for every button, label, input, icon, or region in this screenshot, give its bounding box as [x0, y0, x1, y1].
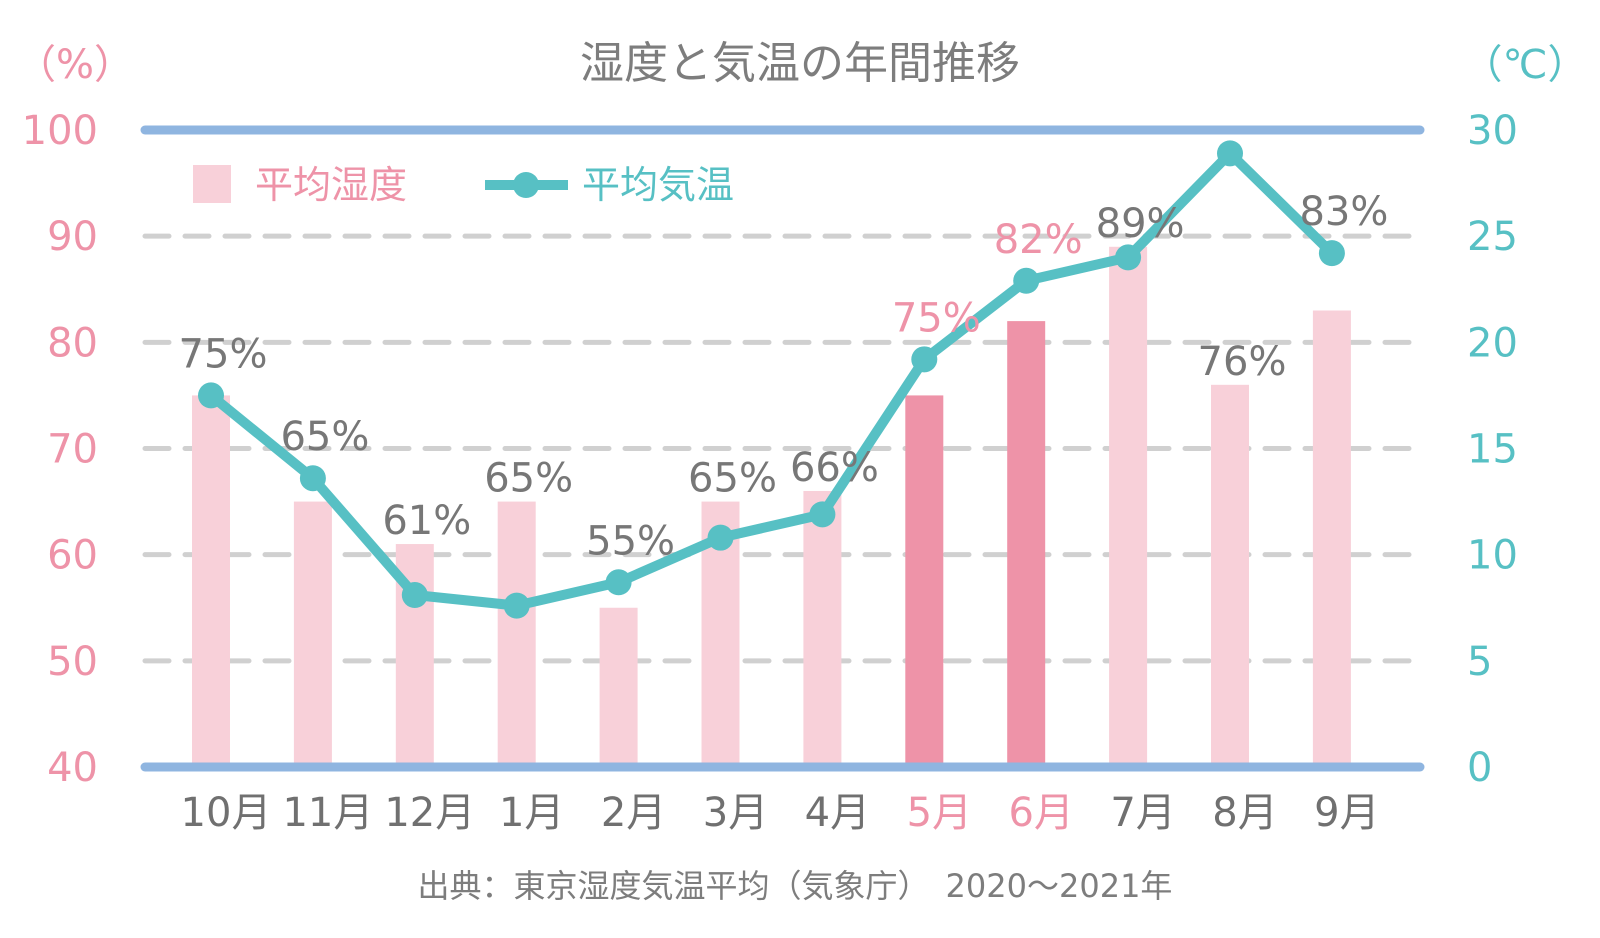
- temperature-point-5: [605, 569, 632, 596]
- humidity-data-label-10: 89%: [1096, 201, 1185, 247]
- temperature-point-3: [401, 582, 428, 609]
- humidity-data-label-6: 65%: [688, 456, 777, 502]
- humidity-bar-2: [293, 501, 332, 767]
- humidity-data-label-12: 83%: [1299, 189, 1388, 235]
- left-axis-unit: （%）: [16, 42, 134, 88]
- legend: 平均湿度 平均気温: [193, 163, 734, 207]
- humidity-bar-5: [599, 607, 638, 767]
- left-tick-40: 40: [47, 745, 98, 791]
- left-tick-50: 50: [47, 639, 98, 685]
- legend-temperature-marker: [513, 172, 539, 198]
- right-tick-25: 25: [1467, 214, 1518, 260]
- left-tick-60: 60: [47, 533, 98, 579]
- humidity-data-label-7: 66%: [790, 445, 879, 491]
- source-note: 出典：東京湿度気温平均（気象庁） 2020～2021年: [418, 867, 1173, 905]
- legend-temperature-label: 平均気温: [582, 163, 734, 207]
- month-label-2: 11月: [282, 790, 373, 836]
- humidity-data-label-2: 65%: [280, 414, 369, 460]
- humidity-data-label-9: 82%: [994, 217, 1083, 263]
- temperature-point-1: [198, 382, 224, 409]
- axis-lines: [140, 125, 1425, 772]
- right-tick-15: 15: [1467, 427, 1518, 473]
- chart-title: 湿度と気温の年間推移: [580, 38, 1020, 89]
- right-tick-20: 20: [1467, 320, 1518, 366]
- right-axis-unit: （℃）: [1463, 42, 1588, 88]
- humidity-data-label-5: 55%: [586, 518, 675, 564]
- right-tick-0: 0: [1467, 745, 1492, 791]
- left-tick-70: 70: [47, 427, 98, 473]
- month-label-8: 5月: [907, 790, 972, 836]
- temperature-line-series: [198, 140, 1345, 619]
- month-label-9: 6月: [1008, 790, 1073, 836]
- humidity-data-label-11: 76%: [1198, 339, 1287, 385]
- month-label-1: 10月: [181, 790, 272, 836]
- humidity-bar-1: [192, 395, 230, 767]
- humidity-bar-4: [497, 501, 536, 767]
- temperature-point-2: [299, 465, 326, 492]
- temperature-point-4: [503, 592, 530, 619]
- humidity-bar-7: [803, 490, 842, 767]
- month-label-10: 7月: [1110, 790, 1175, 836]
- humidity-bar-12: [1312, 310, 1351, 767]
- temperature-point-10: [1115, 244, 1142, 271]
- grid-lines: [142, 233, 1423, 664]
- temperature-line: [207, 148, 1336, 611]
- month-label-3: 12月: [384, 790, 475, 836]
- month-label-11: 8月: [1212, 790, 1277, 836]
- left-tick-100: 100: [22, 108, 98, 154]
- temperature-point-6: [707, 524, 734, 551]
- left-tick-80: 80: [47, 320, 98, 366]
- temperature-point-8: [911, 346, 938, 373]
- humidity-data-label-3: 61%: [382, 498, 471, 544]
- legend-humidity-label: 平均湿度: [255, 163, 407, 207]
- humidity-bar-10: [1109, 246, 1148, 768]
- temperature-point-9: [1013, 267, 1040, 294]
- axis-ticks: 40 50 60 70 80 90 100 0 5 10 15 20 25 30 10月 11月 12月 1月 2月…: [22, 108, 1518, 836]
- humidity-bar-8: [905, 395, 944, 767]
- humidity-data-label-4: 65%: [484, 456, 573, 502]
- right-tick-5: 5: [1467, 639, 1492, 685]
- month-label-7: 4月: [805, 790, 870, 836]
- data-labels: 75% 65% 61% 65% 55% 65% 66% 75% 82% 89% 76% 83%: [179, 189, 1389, 564]
- temperature-point-7: [809, 501, 836, 528]
- humidity-bars: [192, 246, 1351, 768]
- month-label-4: 1月: [499, 790, 564, 836]
- month-label-12: 9月: [1314, 790, 1379, 836]
- temperature-point-12: [1318, 240, 1345, 267]
- right-tick-30: 30: [1467, 108, 1518, 154]
- left-tick-90: 90: [47, 214, 98, 260]
- humidity-data-label-8: 75%: [892, 295, 981, 341]
- humidity-bar-9: [1007, 321, 1046, 767]
- month-label-6: 3月: [703, 790, 768, 836]
- legend-humidity-swatch: [193, 165, 231, 203]
- temperature-point-11: [1217, 140, 1243, 167]
- humidity-bar-11: [1211, 384, 1249, 767]
- month-label-5: 2月: [601, 790, 666, 836]
- humidity-data-label-1: 75%: [179, 331, 268, 377]
- right-tick-10: 10: [1467, 533, 1518, 579]
